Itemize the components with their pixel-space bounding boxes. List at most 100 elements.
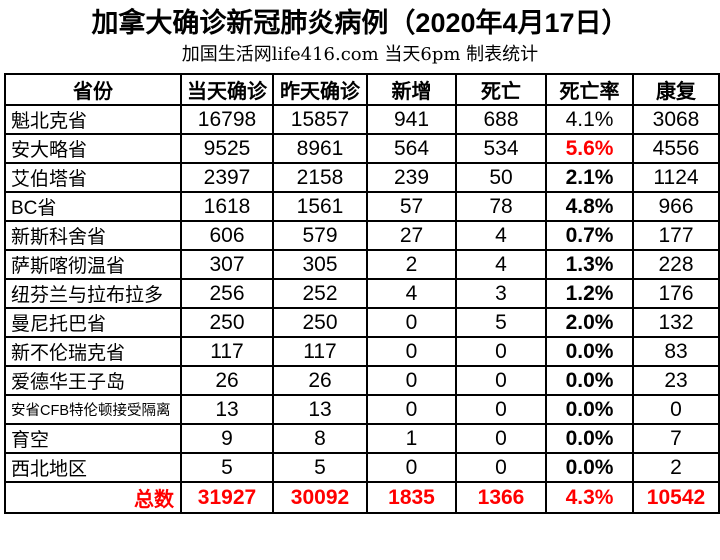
yesterday-cell: 250 [272,307,368,338]
recovered-cell: 0 [632,394,720,425]
death-rate-cell: 0.0% [545,394,634,425]
recovered-cell: 176 [632,278,720,309]
province-cell: 纽芬兰与拉布拉多 [4,278,182,309]
province-cell: 艾伯塔省 [4,162,182,193]
province-cell: BC省 [4,191,182,222]
column-header: 当天确诊 [180,73,274,106]
total-today-cell: 31927 [180,481,274,514]
table-row: 魁北克省 16798 15857 941 688 4.1% 3068 [4,104,720,135]
death-rate-cell: 1.2% [545,278,634,309]
new-cases-cell: 0 [366,336,457,367]
today-cell: 1618 [180,191,274,222]
yesterday-cell: 117 [272,336,368,367]
death-rate-cell: 4.1% [545,104,634,135]
deaths-cell: 5 [455,307,547,338]
deaths-cell: 3 [455,278,547,309]
deaths-cell: 534 [455,133,547,164]
recovered-cell: 132 [632,307,720,338]
deaths-cell: 4 [455,249,547,280]
province-cell: 安省CFB特伦顿接受隔离 [4,394,182,425]
recovered-cell: 3068 [632,104,720,135]
yesterday-cell: 2158 [272,162,368,193]
deaths-cell: 50 [455,162,547,193]
province-cell: 萨斯喀彻温省 [4,249,182,280]
today-cell: 606 [180,220,274,251]
province-cell: 曼尼托巴省 [4,307,182,338]
deaths-cell: 0 [455,365,547,396]
death-rate-cell: 0.0% [545,452,634,483]
today-cell: 5 [180,452,274,483]
table-row: 新斯科舍省 606 579 27 4 0.7% 177 [4,220,720,251]
covid-cases-table: 省份 当天确诊 昨天确诊 新增 死亡 死亡率 康复 魁北克省 16798 15857 941 688… [4,73,720,514]
recovered-cell: 177 [632,220,720,251]
province-cell: 新斯科舍省 [4,220,182,251]
yesterday-cell: 305 [272,249,368,280]
province-cell: 爱德华王子岛 [4,365,182,396]
total-deaths-cell: 1366 [455,481,547,514]
province-cell: 安大略省 [4,133,182,164]
deaths-cell: 78 [455,191,547,222]
new-cases-cell: 0 [366,394,457,425]
new-cases-cell: 4 [366,278,457,309]
new-cases-cell: 2 [366,249,457,280]
yesterday-cell: 26 [272,365,368,396]
death-rate-cell: 0.0% [545,423,634,454]
deaths-cell: 0 [455,452,547,483]
death-rate-cell: 2.1% [545,162,634,193]
death-rate-cell: 2.0% [545,307,634,338]
new-cases-cell: 0 [366,365,457,396]
death-rate-cell: 1.3% [545,249,634,280]
yesterday-cell: 15857 [272,104,368,135]
total-new-cases-cell: 1835 [366,481,457,514]
province-cell: 魁北克省 [4,104,182,135]
new-cases-cell: 941 [366,104,457,135]
new-cases-cell: 0 [366,307,457,338]
total-yesterday-cell: 30092 [272,481,368,514]
deaths-cell: 0 [455,423,547,454]
today-cell: 26 [180,365,274,396]
today-cell: 13 [180,394,274,425]
province-cell: 育空 [4,423,182,454]
death-rate-cell: 4.8% [545,191,634,222]
today-cell: 307 [180,249,274,280]
new-cases-cell: 239 [366,162,457,193]
total-recovered-cell: 10542 [632,481,720,514]
table-row: 纽芬兰与拉布拉多 256 252 4 3 1.2% 176 [4,278,720,309]
new-cases-cell: 1 [366,423,457,454]
recovered-cell: 1124 [632,162,720,193]
column-header: 死亡率 [545,73,634,106]
total-row: 总数 31927 30092 1835 1366 4.3% 10542 [4,481,720,514]
total-label-cell: 总数 [4,481,182,514]
deaths-cell: 0 [455,394,547,425]
recovered-cell: 228 [632,249,720,280]
table-row: 安大略省 9525 8961 564 534 5.6% 4556 [4,133,720,164]
death-rate-cell: 0.7% [545,220,634,251]
column-header: 省份 [4,73,182,106]
page-title: 加拿大确诊新冠肺炎病例（2020年4月17日） [91,8,629,38]
today-cell: 9525 [180,133,274,164]
new-cases-cell: 564 [366,133,457,164]
new-cases-cell: 57 [366,191,457,222]
recovered-cell: 966 [632,191,720,222]
today-cell: 2397 [180,162,274,193]
column-header: 死亡 [455,73,547,106]
column-header: 康复 [632,73,720,106]
table-row: 西北地区 5 5 0 0 0.0% 2 [4,452,720,483]
table-row: 育空 9 8 1 0 0.0% 7 [4,423,720,454]
deaths-cell: 0 [455,336,547,367]
table-row: 萨斯喀彻温省 307 305 2 4 1.3% 228 [4,249,720,280]
today-cell: 117 [180,336,274,367]
new-cases-cell: 0 [366,452,457,483]
deaths-cell: 4 [455,220,547,251]
total-death-rate-cell: 4.3% [545,481,634,514]
recovered-cell: 4556 [632,133,720,164]
recovered-cell: 2 [632,452,720,483]
table-row: 新不伦瑞克省 117 117 0 0 0.0% 83 [4,336,720,367]
recovered-cell: 7 [632,423,720,454]
table-row: 安省CFB特伦顿接受隔离 13 13 0 0 0.0% 0 [4,394,720,425]
today-cell: 9 [180,423,274,454]
yesterday-cell: 5 [272,452,368,483]
yesterday-cell: 579 [272,220,368,251]
yesterday-cell: 252 [272,278,368,309]
